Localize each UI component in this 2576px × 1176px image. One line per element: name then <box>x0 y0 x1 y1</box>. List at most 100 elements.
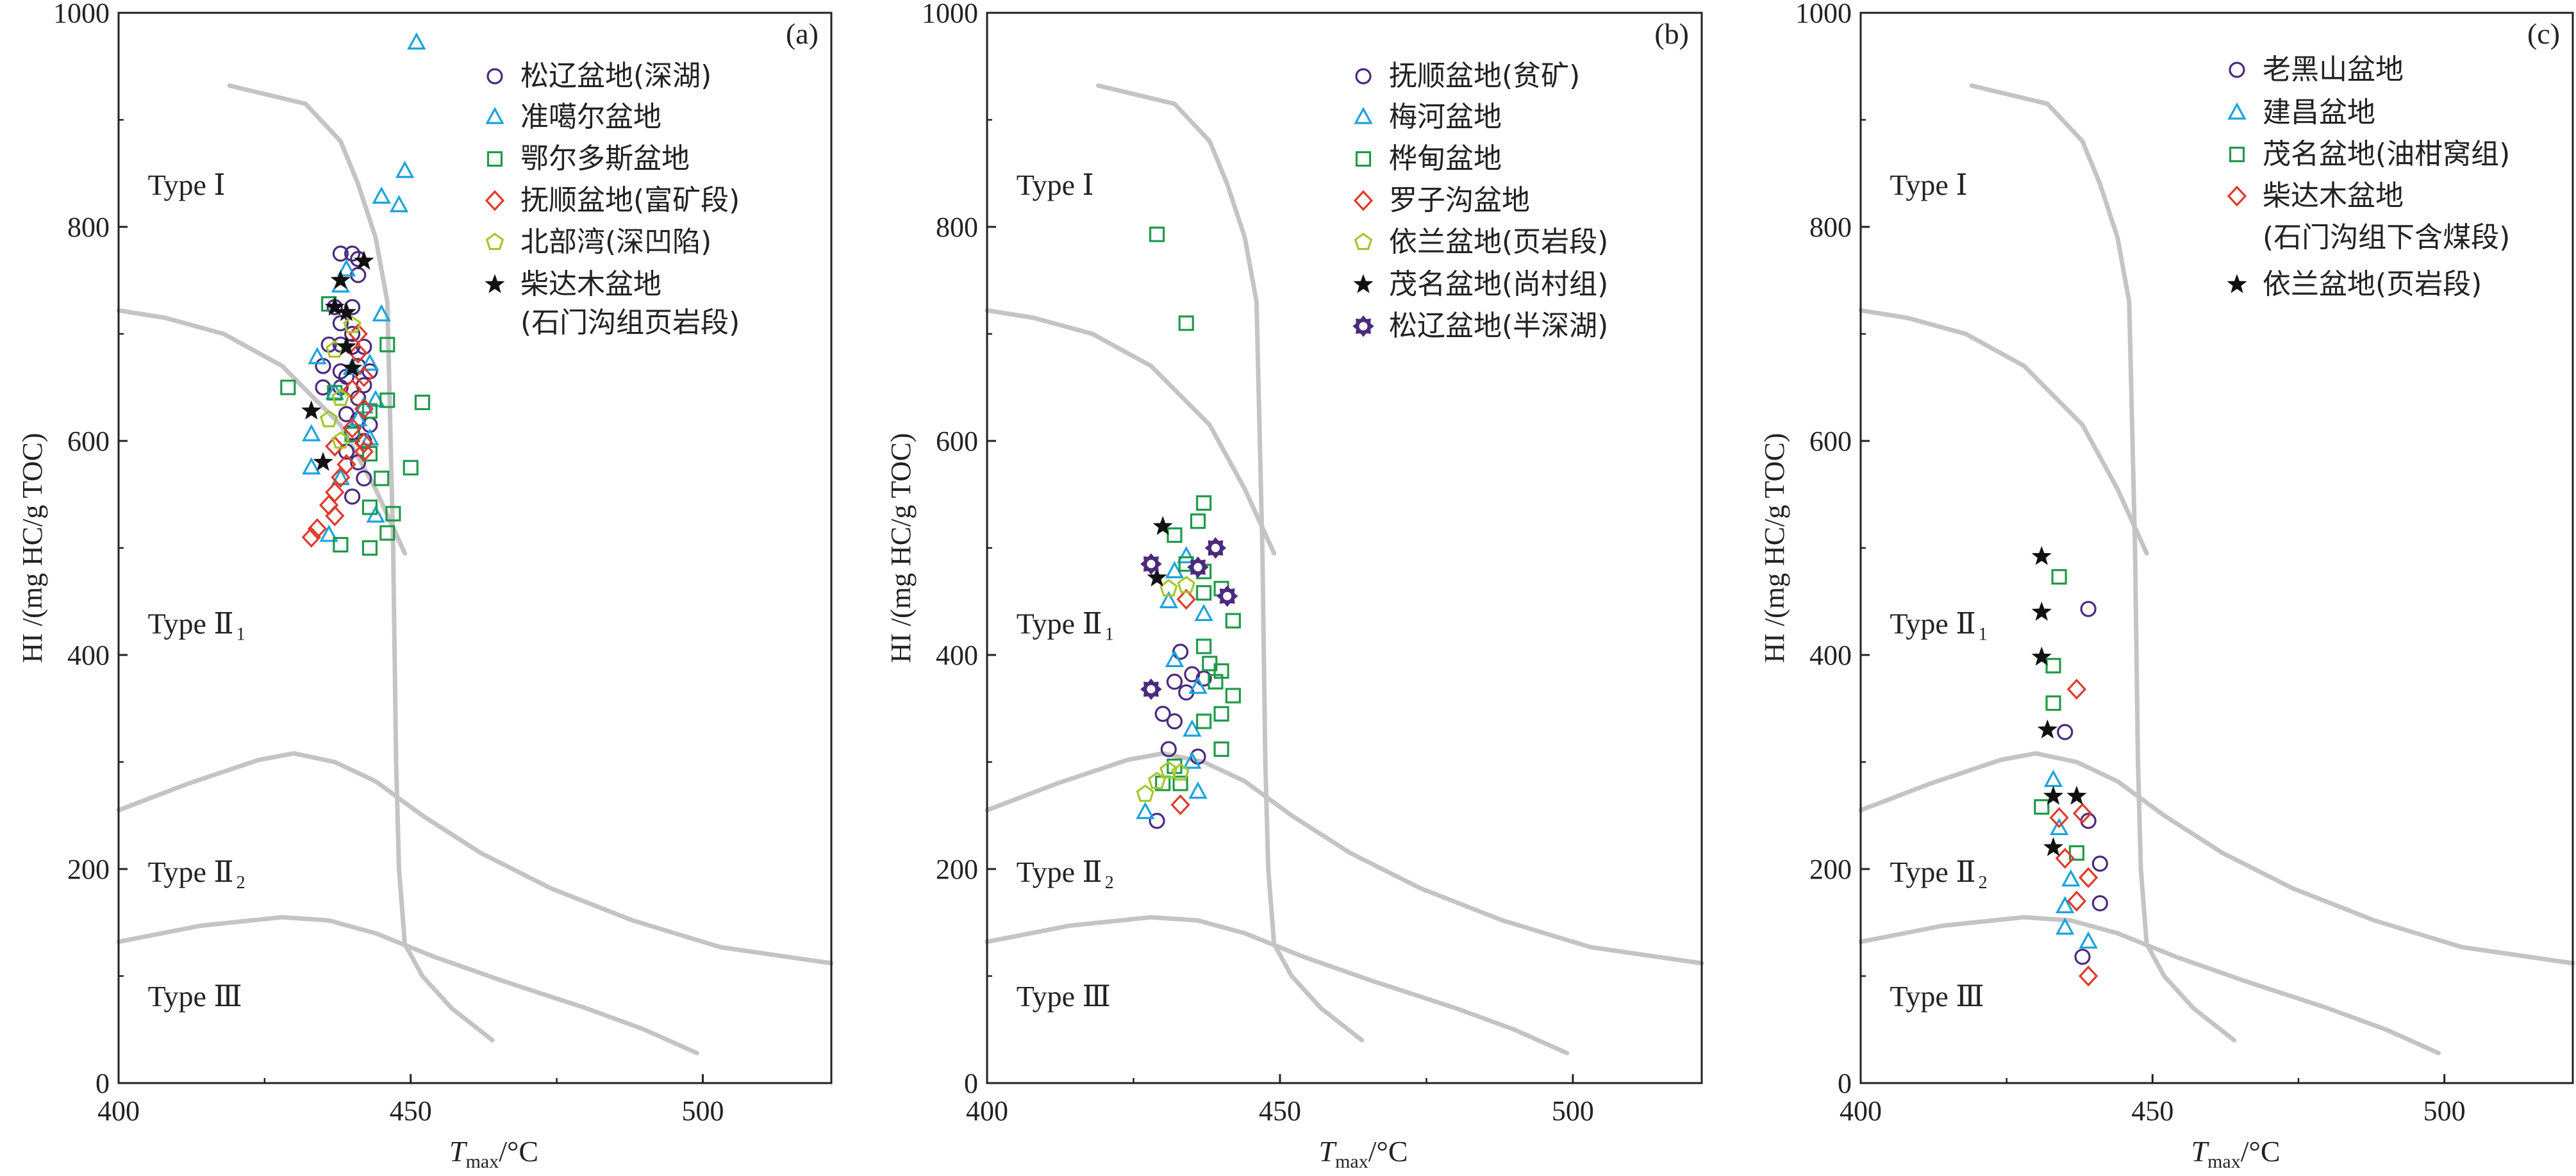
series-3 <box>1170 588 1196 816</box>
x-tick-label: 500 <box>681 1095 724 1127</box>
data-point <box>331 468 351 486</box>
y-tick-label: 0 <box>96 1068 110 1099</box>
data-point <box>331 388 350 406</box>
legend-label: 桦甸盆地 <box>1389 142 1502 175</box>
data-point <box>1178 315 1194 331</box>
data-point <box>354 432 374 454</box>
x-tick-label: 400 <box>966 1095 1008 1127</box>
x-tick-label: 450 <box>1259 1095 1301 1127</box>
data-point <box>354 250 374 270</box>
data-point <box>379 392 395 408</box>
y-tick-label: 600 <box>67 426 110 457</box>
y-axis-label: HI /(mg HC/g TOC) <box>885 433 917 663</box>
data-point <box>1196 585 1212 601</box>
y-tick-label: 1000 <box>1795 0 1852 29</box>
data-point <box>332 315 349 331</box>
data-point <box>313 451 333 471</box>
boundary-curve-4 <box>1858 915 2441 1056</box>
y-tick-label: 800 <box>1809 211 1852 243</box>
data-point <box>302 457 321 475</box>
y-tick-label: 400 <box>67 640 110 671</box>
data-point <box>315 379 331 396</box>
boundary-curve-4 <box>116 915 699 1056</box>
data-point <box>407 32 426 50</box>
boundary-curve-4 <box>985 915 1570 1056</box>
data-point <box>1171 763 1190 781</box>
data-point <box>2049 818 2069 836</box>
legend-label: 罗子沟盆地 <box>1389 184 1530 217</box>
legend-label: 准噶尔盆地 <box>520 101 661 133</box>
legend-label: 梅河盆地 <box>1389 101 1502 133</box>
data-point <box>307 518 328 540</box>
data-point <box>2031 545 2052 565</box>
y-tick-label: 200 <box>67 854 110 885</box>
data-point <box>1136 802 1155 820</box>
data-point <box>1167 527 1183 543</box>
y-tick-label: 400 <box>936 640 978 671</box>
data-point <box>336 302 357 321</box>
legend-marker <box>2229 62 2245 78</box>
data-point <box>361 403 378 419</box>
y-tick-label: 600 <box>936 426 978 457</box>
legend-label: (石门沟组页岩段) <box>520 306 740 339</box>
data-point <box>372 186 391 204</box>
data-point <box>1140 553 1162 575</box>
y-tick-label: 800 <box>67 211 110 243</box>
legend-label: 建昌盆地 <box>2263 96 2375 129</box>
data-point <box>280 379 296 395</box>
panel-label: (c) <box>2527 17 2560 50</box>
legend-label: 北部湾(深凹陷) <box>520 226 711 258</box>
x-axis-label: Tmax/°C <box>2191 1135 2281 1172</box>
series-1 <box>2043 770 2098 949</box>
x-tick-label: 450 <box>390 1095 432 1127</box>
data-point <box>1213 706 1229 722</box>
data-point <box>2061 869 2081 887</box>
legend-marker <box>2229 146 2245 163</box>
data-point <box>301 400 322 420</box>
data-point <box>2031 601 2052 621</box>
data-point <box>2080 600 2097 617</box>
type-i-label: Type Ⅰ <box>1017 169 1094 201</box>
series-4 <box>2031 545 2087 856</box>
legend-label: 柴达木盆地 <box>2263 179 2404 212</box>
data-point <box>379 336 395 352</box>
data-point <box>342 379 362 401</box>
y-tick-label: 400 <box>1809 640 1852 671</box>
data-point <box>2091 856 2108 872</box>
legend-label: 茂名盆地(尚村组) <box>1389 268 1608 301</box>
boundary-curve-2 <box>116 308 408 556</box>
data-point <box>1196 638 1212 654</box>
legend-marker <box>1354 106 1373 124</box>
x-tick-label: 500 <box>2423 1095 2466 1127</box>
series-5 <box>301 250 374 471</box>
y-tick-label: 0 <box>964 1068 978 1099</box>
data-point <box>2057 724 2073 740</box>
legend-label: 松辽盆地(深湖) <box>520 60 711 92</box>
data-point <box>2091 895 2108 912</box>
y-tick-label: 600 <box>1809 426 1852 457</box>
data-point <box>301 526 321 548</box>
y-tick-label: 1000 <box>53 0 110 29</box>
data-point <box>1225 688 1241 704</box>
data-point <box>395 160 415 178</box>
data-point <box>374 470 390 486</box>
data-point <box>2056 917 2075 935</box>
y-tick-label: 800 <box>936 211 978 243</box>
data-point <box>308 347 327 365</box>
boundary-curve-3 <box>116 751 834 966</box>
data-point <box>344 426 360 443</box>
data-point <box>1172 775 1188 791</box>
data-point <box>319 524 338 542</box>
x-axis-label: Tmax/°C <box>449 1135 538 1172</box>
data-point <box>332 245 349 262</box>
data-point <box>1152 516 1173 535</box>
data-point <box>2051 568 2067 585</box>
data-point <box>1154 706 1171 722</box>
legend-marker <box>1355 68 1372 85</box>
data-point <box>2037 719 2058 739</box>
data-point <box>344 326 361 342</box>
data-point <box>361 540 378 556</box>
data-point <box>1147 567 1167 587</box>
